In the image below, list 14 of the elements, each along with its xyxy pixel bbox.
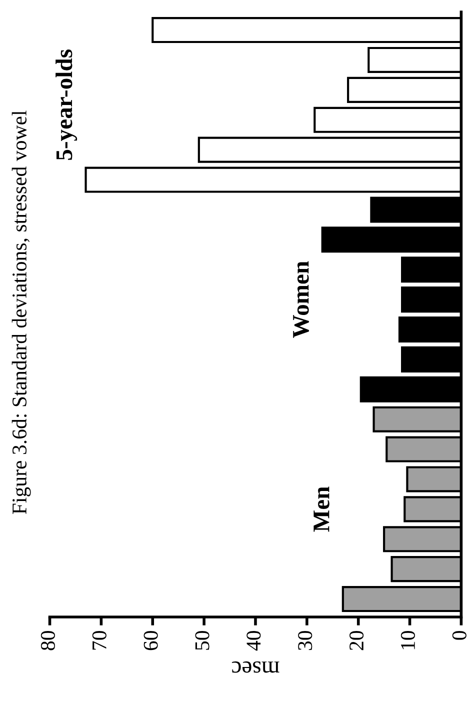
x-tick-label: 70	[92, 630, 106, 650]
text: Figure 3.6d: Standard deviations, stressed vowel	[12, 110, 31, 514]
x-tick-label: 10	[400, 630, 415, 650]
text: 5-year-olds	[56, 50, 78, 160]
x-tick-label: 0	[452, 630, 466, 640]
x-tick-label: 80	[40, 630, 55, 650]
x-tick-label: 50	[195, 630, 210, 650]
text: Men	[314, 486, 330, 532]
x-tick-label: 30	[298, 630, 312, 650]
x-tick-label: 40	[246, 630, 261, 651]
x-tick-label: 20	[350, 630, 364, 650]
x-axis-title: msec	[232, 661, 280, 673]
x-tick-label: 60	[144, 630, 158, 650]
text: Women	[293, 261, 309, 338]
